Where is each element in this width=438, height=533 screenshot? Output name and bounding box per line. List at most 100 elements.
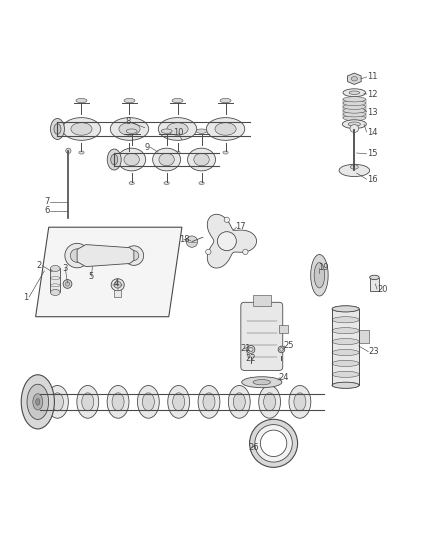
Ellipse shape [332, 360, 359, 367]
Ellipse shape [50, 265, 60, 271]
Ellipse shape [343, 116, 366, 120]
Text: 14: 14 [367, 127, 378, 136]
Circle shape [65, 244, 89, 268]
Ellipse shape [339, 164, 370, 176]
Ellipse shape [249, 348, 253, 352]
Circle shape [206, 249, 211, 255]
Circle shape [66, 148, 71, 154]
Text: 24: 24 [278, 373, 289, 382]
Ellipse shape [54, 124, 61, 134]
Ellipse shape [332, 306, 359, 312]
Ellipse shape [194, 154, 209, 166]
Text: 3: 3 [62, 264, 67, 273]
Ellipse shape [107, 149, 121, 170]
Circle shape [71, 249, 84, 262]
Ellipse shape [343, 120, 366, 128]
Ellipse shape [343, 112, 366, 117]
Ellipse shape [46, 385, 68, 418]
Text: 6: 6 [44, 206, 50, 215]
Ellipse shape [110, 118, 149, 140]
Bar [114, 290, 121, 297]
Ellipse shape [159, 154, 174, 166]
Ellipse shape [112, 393, 124, 411]
Text: 19: 19 [318, 263, 329, 272]
Text: 23: 23 [368, 347, 379, 356]
Ellipse shape [350, 165, 358, 169]
Ellipse shape [50, 289, 60, 295]
Circle shape [260, 430, 287, 457]
Ellipse shape [164, 182, 169, 184]
Ellipse shape [114, 281, 121, 288]
Circle shape [243, 249, 248, 255]
Ellipse shape [167, 123, 188, 135]
Ellipse shape [233, 393, 245, 411]
Bar [332, 309, 359, 385]
Bar [50, 269, 60, 293]
Ellipse shape [51, 393, 64, 411]
Bar [359, 330, 369, 343]
Ellipse shape [77, 385, 99, 418]
Circle shape [63, 280, 72, 288]
Ellipse shape [36, 399, 40, 405]
Text: 15: 15 [367, 149, 378, 158]
Text: 25: 25 [284, 342, 294, 351]
Ellipse shape [343, 100, 366, 106]
Polygon shape [77, 245, 134, 266]
Ellipse shape [173, 393, 185, 411]
Ellipse shape [119, 123, 140, 135]
Ellipse shape [223, 151, 228, 154]
Text: 1: 1 [23, 293, 28, 302]
Text: 16: 16 [367, 175, 378, 184]
Ellipse shape [124, 154, 139, 166]
Circle shape [129, 251, 139, 261]
Ellipse shape [348, 122, 360, 126]
Ellipse shape [311, 254, 328, 296]
Ellipse shape [161, 129, 172, 133]
Ellipse shape [158, 118, 197, 140]
Ellipse shape [332, 317, 359, 323]
Ellipse shape [199, 182, 204, 184]
Bar [370, 278, 379, 290]
Ellipse shape [343, 104, 366, 109]
Ellipse shape [343, 108, 366, 113]
Ellipse shape [203, 393, 215, 411]
Ellipse shape [332, 372, 359, 377]
Ellipse shape [138, 385, 159, 418]
Ellipse shape [351, 77, 357, 81]
Ellipse shape [220, 99, 231, 103]
Ellipse shape [215, 123, 236, 135]
Ellipse shape [21, 375, 54, 429]
Ellipse shape [332, 382, 359, 389]
Bar [343, 99, 366, 118]
Ellipse shape [278, 346, 285, 353]
Text: 5: 5 [88, 272, 93, 281]
Ellipse shape [349, 91, 360, 94]
Ellipse shape [294, 393, 306, 411]
Circle shape [217, 232, 237, 251]
Ellipse shape [76, 99, 87, 103]
Ellipse shape [196, 129, 207, 133]
Circle shape [65, 282, 70, 286]
Ellipse shape [50, 118, 64, 140]
Ellipse shape [242, 377, 282, 387]
Ellipse shape [259, 385, 280, 418]
Ellipse shape [289, 385, 311, 418]
Ellipse shape [172, 99, 183, 103]
Ellipse shape [129, 182, 134, 184]
Text: 8: 8 [125, 117, 131, 126]
Text: 26: 26 [249, 443, 259, 452]
Ellipse shape [111, 154, 118, 165]
Text: 2: 2 [36, 261, 42, 270]
Ellipse shape [187, 148, 215, 171]
Ellipse shape [332, 338, 359, 345]
Text: 18: 18 [179, 235, 190, 244]
Polygon shape [207, 214, 257, 268]
Ellipse shape [27, 384, 49, 419]
Ellipse shape [314, 263, 325, 288]
Ellipse shape [111, 279, 124, 291]
Ellipse shape [280, 348, 283, 351]
Bar [253, 295, 271, 306]
Ellipse shape [198, 385, 220, 418]
Text: 20: 20 [377, 285, 388, 294]
Ellipse shape [264, 393, 276, 411]
